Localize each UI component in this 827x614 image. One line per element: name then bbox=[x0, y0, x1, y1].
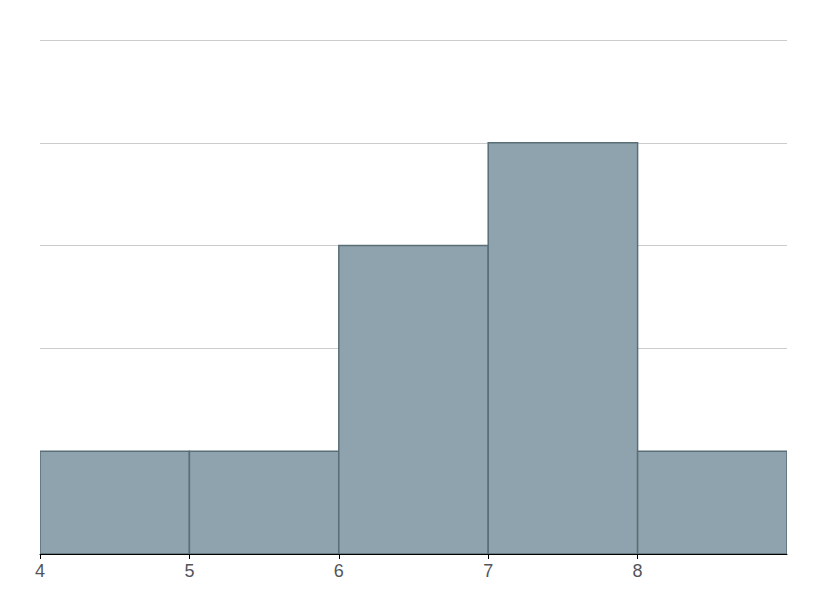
svg-text:8: 8 bbox=[633, 561, 643, 581]
svg-text:6: 6 bbox=[334, 561, 344, 581]
svg-text:5: 5 bbox=[184, 561, 194, 581]
svg-text:7: 7 bbox=[483, 561, 493, 581]
svg-text:4: 4 bbox=[35, 561, 45, 581]
